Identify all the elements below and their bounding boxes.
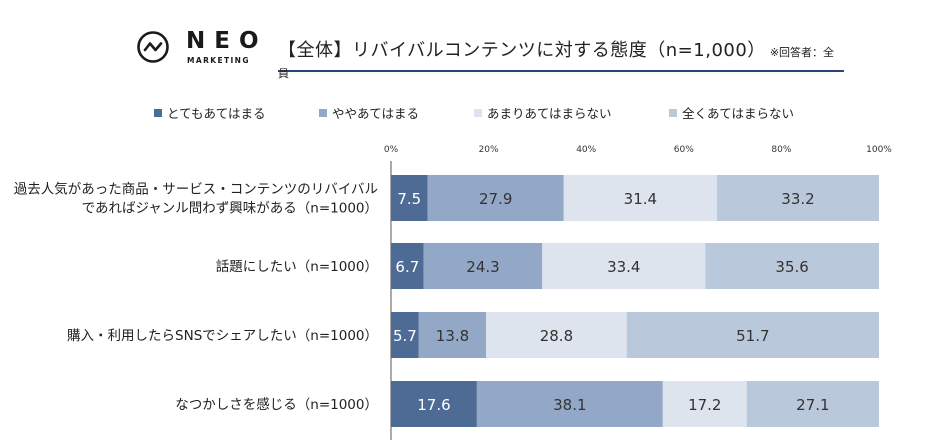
data-label: 7.5 xyxy=(397,190,421,208)
legend-item-2: ややあてはまる xyxy=(319,103,419,122)
category-label: 話題にしたい（n=1000） xyxy=(216,258,378,275)
data-label: 28.8 xyxy=(540,327,573,345)
category-label: であればジャンル問わず興味がある（n=1000） xyxy=(82,201,378,217)
header: NEO MARKETING 【全体】リバイバルコンテンツに対する態度（n=1,0… xyxy=(0,0,927,80)
bar-segment xyxy=(476,381,663,427)
bar-segment xyxy=(662,381,747,427)
bar-segment xyxy=(626,312,879,358)
legend-swatch-1 xyxy=(154,108,162,117)
data-label: 5.7 xyxy=(393,327,417,345)
bar-segment xyxy=(423,243,543,289)
bar-segment xyxy=(563,175,717,221)
logo-tagline: MARKETING xyxy=(187,56,250,65)
legend-swatch-4 xyxy=(669,108,677,117)
legend-item-3: あまりあてはまらない xyxy=(474,103,612,122)
data-label: 13.8 xyxy=(436,327,469,345)
bar-segment xyxy=(391,175,428,221)
data-label: 35.6 xyxy=(775,258,808,276)
data-label: 27.1 xyxy=(796,396,829,414)
data-label: 33.2 xyxy=(781,190,814,208)
bar-segment xyxy=(391,312,419,358)
category-label: 購入・利用したらSNSでシェアしたい（n=1000） xyxy=(67,328,378,344)
legend-swatch-3 xyxy=(474,108,482,117)
x-tick-label: 100% xyxy=(866,145,892,155)
x-tick-label: 40% xyxy=(576,145,596,155)
x-tick-label: 0% xyxy=(384,145,399,155)
bar-segment xyxy=(746,381,879,427)
chart-title: 【全体】リバイバルコンテンツに対する態度（n=1,000） ※回答者：全員 xyxy=(278,36,844,80)
data-label: 24.3 xyxy=(466,258,499,276)
bar-segment xyxy=(427,175,564,221)
legend-item-4: 全くあてはまらない xyxy=(669,103,794,122)
data-label: 38.1 xyxy=(553,396,586,414)
bar-segment xyxy=(716,175,879,221)
bar-segment xyxy=(542,243,706,289)
data-label: 33.4 xyxy=(607,258,640,276)
bar-segment xyxy=(705,243,879,289)
data-label: 17.6 xyxy=(417,396,450,414)
logo-wordmark: NEO xyxy=(186,28,268,54)
category-label: 過去人気があった商品・サービス・コンテンツのリバイバル xyxy=(14,182,378,198)
bar-segment xyxy=(486,312,627,358)
legend-label-2: ややあてはまる xyxy=(332,106,420,121)
legend-swatch-2 xyxy=(319,108,327,117)
stacked-bar-chart: 0% 20% 40% 60% 80% 100% 過去人気があった商品・サービス・コンテンツの… xyxy=(14,145,892,440)
data-label: 6.7 xyxy=(395,258,419,276)
data-label: 51.7 xyxy=(736,327,769,345)
x-tick-label: 60% xyxy=(674,145,694,155)
chart-title-note: ※回答者：全員 xyxy=(278,46,835,80)
data-label: 31.4 xyxy=(624,190,657,208)
x-tick-label: 80% xyxy=(771,145,791,155)
bar-segment xyxy=(391,381,477,427)
bar-segment xyxy=(418,312,487,358)
legend-item-1: とてもあてはまる xyxy=(154,103,266,122)
data-label: 27.9 xyxy=(479,190,512,208)
legend-label-4: 全くあてはまらない xyxy=(682,106,795,121)
legend: とてもあてはまる ややあてはまる あまりあてはまらない 全くあてはまらない xyxy=(0,103,927,123)
x-tick-label: 20% xyxy=(479,145,499,155)
legend-label-1: とてもあてはまる xyxy=(167,106,266,121)
neo-logo-icon xyxy=(137,31,169,63)
chart-title-main: 【全体】リバイバルコンテンツに対する態度（n=1,000） xyxy=(278,40,766,61)
bar-segment xyxy=(391,243,424,289)
data-label: 17.2 xyxy=(688,396,721,414)
category-label: なつかしさを感じる（n=1000） xyxy=(175,396,378,413)
legend-label-3: あまりあてはまらない xyxy=(487,106,612,121)
